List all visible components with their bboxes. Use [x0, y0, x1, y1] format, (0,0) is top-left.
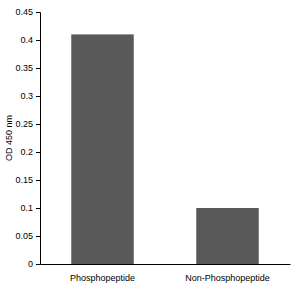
y-tick-label: 0.05 [15, 231, 33, 241]
x-tick: Phosphopeptide [70, 264, 135, 283]
bar [71, 34, 134, 264]
y-tick: 0.45 [15, 7, 40, 17]
y-tick-mark [36, 40, 40, 41]
y-tick: 0.1 [20, 203, 40, 213]
y-tick-mark [36, 96, 40, 97]
y-tick-label: 0.1 [20, 203, 33, 213]
x-axis: Phosphopeptide Non-Phosphopeptide [41, 264, 291, 283]
y-tick-label: 0.3 [20, 91, 33, 101]
y-tick-label: 0 [28, 259, 33, 269]
y-tick: 0.25 [15, 119, 40, 129]
y-tick: 0.4 [20, 35, 40, 45]
x-tick-label: Phosphopeptide [70, 273, 135, 283]
y-tick-label: 0.25 [15, 119, 33, 129]
y-tick-mark [36, 180, 40, 181]
y-tick-mark [36, 152, 40, 153]
y-axis-title: OD 450 nm [4, 115, 14, 161]
y-tick: 0.2 [20, 147, 40, 157]
y-tick: 0.05 [15, 231, 40, 241]
y-tick: 0 [28, 259, 40, 269]
y-tick-mark [36, 12, 40, 13]
y-tick: 0.3 [20, 91, 40, 101]
y-tick-label: 0.35 [15, 63, 33, 73]
y-tick-mark [36, 236, 40, 237]
y-axis-line [36, 13, 41, 265]
x-tick-label: Non-Phosphopeptide [185, 273, 270, 283]
bars [71, 34, 259, 264]
y-tick-mark [36, 124, 40, 125]
y-tick: 0.15 [15, 175, 40, 185]
x-tick: Non-Phosphopeptide [185, 264, 270, 283]
bar [196, 208, 259, 264]
y-tick-mark [36, 264, 40, 265]
y-tick-mark [36, 208, 40, 209]
y-tick-label: 0.4 [20, 35, 33, 45]
y-tick-label: 0.15 [15, 175, 33, 185]
y-tick: 0.35 [15, 63, 40, 73]
y-tick-label: 0.2 [20, 147, 33, 157]
plot-area: 0 0.05 0.1 0.15 0.2 0.25 0.3 0.35 0.4 0.45 Phospho… [15, 7, 290, 283]
chart: 0 0.05 0.1 0.15 0.2 0.25 0.3 0.35 0.4 0.45 Phospho… [0, 0, 300, 300]
x-axis-line [41, 264, 291, 265]
y-axis: 0 0.05 0.1 0.15 0.2 0.25 0.3 0.35 0.4 0.45 [15, 7, 40, 269]
y-tick-mark [36, 68, 40, 69]
y-tick-label: 0.45 [15, 7, 33, 17]
